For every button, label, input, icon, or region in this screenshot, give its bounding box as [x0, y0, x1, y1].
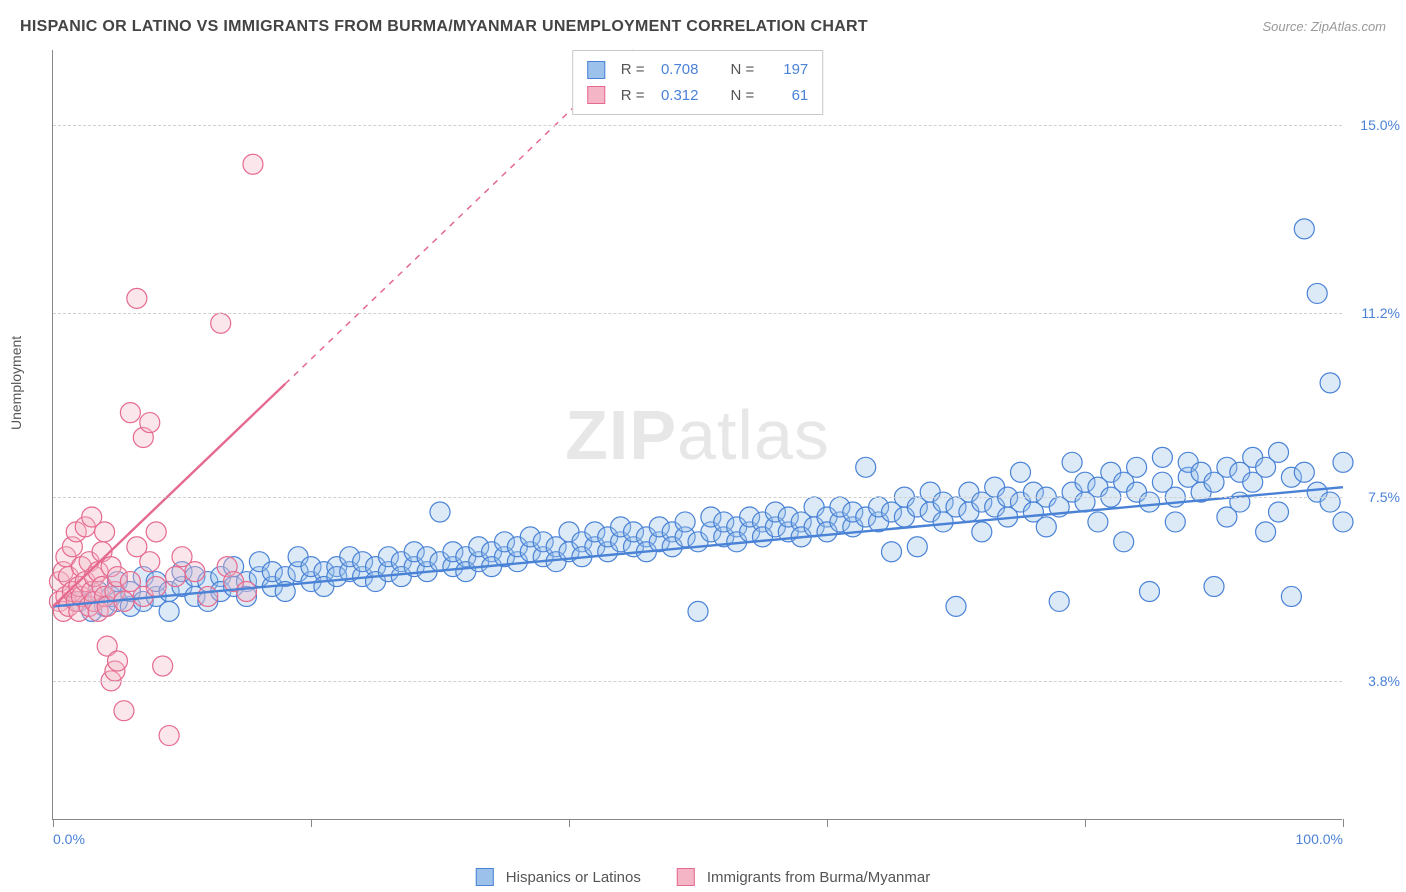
legend-item-2: Immigrants from Burma/Myanmar [677, 868, 930, 886]
data-point [198, 586, 218, 606]
data-point [1140, 581, 1160, 601]
stats-row-series2: R = 0.312 N = 61 [587, 83, 809, 109]
y-axis-label: Unemployment [8, 336, 24, 430]
data-point [1294, 219, 1314, 239]
data-point [972, 522, 992, 542]
data-point [1049, 591, 1069, 611]
data-point [1204, 577, 1224, 597]
data-point [140, 413, 160, 433]
data-point [1256, 522, 1276, 542]
data-point [159, 726, 179, 746]
x-tick [569, 819, 570, 827]
data-point [1152, 447, 1172, 467]
data-point [1140, 492, 1160, 512]
data-point [675, 512, 695, 532]
data-point [166, 567, 186, 587]
data-point [120, 403, 140, 423]
data-point [1333, 452, 1353, 472]
data-point [95, 522, 115, 542]
data-point [1036, 517, 1056, 537]
chart-svg [53, 50, 1342, 819]
legend-swatch-1 [476, 868, 494, 886]
gridline [53, 313, 1342, 314]
data-point [211, 313, 231, 333]
data-point [430, 502, 450, 522]
stats-r-value-1: 0.708 [657, 57, 699, 83]
stats-n-value-2: 61 [766, 83, 808, 109]
data-point [1011, 462, 1031, 482]
legend-swatch-2 [677, 868, 695, 886]
gridline [53, 681, 1342, 682]
data-point [1320, 492, 1340, 512]
data-point [946, 596, 966, 616]
y-tick-label: 15.0% [1348, 117, 1400, 133]
y-tick-label: 7.5% [1348, 489, 1400, 505]
data-point [146, 522, 166, 542]
data-point [1307, 283, 1327, 303]
data-point [243, 154, 263, 174]
source-attribution: Source: ZipAtlas.com [1262, 19, 1386, 34]
stats-box: R = 0.708 N = 197 R = 0.312 N = 61 [572, 50, 824, 115]
data-point [1269, 442, 1289, 462]
data-point [1127, 457, 1147, 477]
data-point [907, 537, 927, 557]
stats-row-series1: R = 0.708 N = 197 [587, 57, 809, 83]
data-point [1333, 512, 1353, 532]
data-point [146, 577, 166, 597]
data-point [159, 601, 179, 621]
stats-n-value-1: 197 [766, 57, 808, 83]
legend-label-2: Immigrants from Burma/Myanmar [707, 869, 930, 886]
data-point [1269, 502, 1289, 522]
stats-r-value-2: 0.312 [657, 83, 699, 109]
data-point [108, 651, 128, 671]
data-point [140, 552, 160, 572]
data-point [856, 457, 876, 477]
data-point [688, 601, 708, 621]
x-tick [311, 819, 312, 827]
data-point [1294, 462, 1314, 482]
data-point [114, 701, 134, 721]
x-tick [53, 819, 54, 827]
data-point [1114, 532, 1134, 552]
data-point [1088, 512, 1108, 532]
x-tick-label: 100.0% [1296, 831, 1343, 847]
data-point [1062, 452, 1082, 472]
data-point [153, 656, 173, 676]
bottom-legend: Hispanics or Latinos Immigrants from Bur… [476, 868, 930, 886]
data-point [1281, 586, 1301, 606]
gridline [53, 497, 1342, 498]
y-tick-label: 3.8% [1348, 673, 1400, 689]
legend-item-1: Hispanics or Latinos [476, 868, 641, 886]
gridline [53, 125, 1342, 126]
stats-r-label: R = [621, 83, 645, 109]
plot-area: ZIPatlas R = 0.708 N = 197 R = 0.312 N =… [52, 50, 1342, 820]
x-tick-label: 0.0% [53, 831, 85, 847]
stats-n-label: N = [731, 83, 755, 109]
data-point [882, 542, 902, 562]
x-tick [1085, 819, 1086, 827]
data-point [237, 581, 257, 601]
data-point [1320, 373, 1340, 393]
x-tick [1343, 819, 1344, 827]
x-tick [827, 819, 828, 827]
swatch-series1 [587, 61, 605, 79]
y-tick-label: 11.2% [1348, 305, 1400, 321]
legend-label-1: Hispanics or Latinos [506, 869, 641, 886]
data-point [1165, 512, 1185, 532]
data-point [127, 288, 147, 308]
stats-n-label: N = [731, 57, 755, 83]
chart-title: HISPANIC OR LATINO VS IMMIGRANTS FROM BU… [20, 18, 868, 36]
swatch-series2 [587, 86, 605, 104]
stats-r-label: R = [621, 57, 645, 83]
data-point [185, 562, 205, 582]
